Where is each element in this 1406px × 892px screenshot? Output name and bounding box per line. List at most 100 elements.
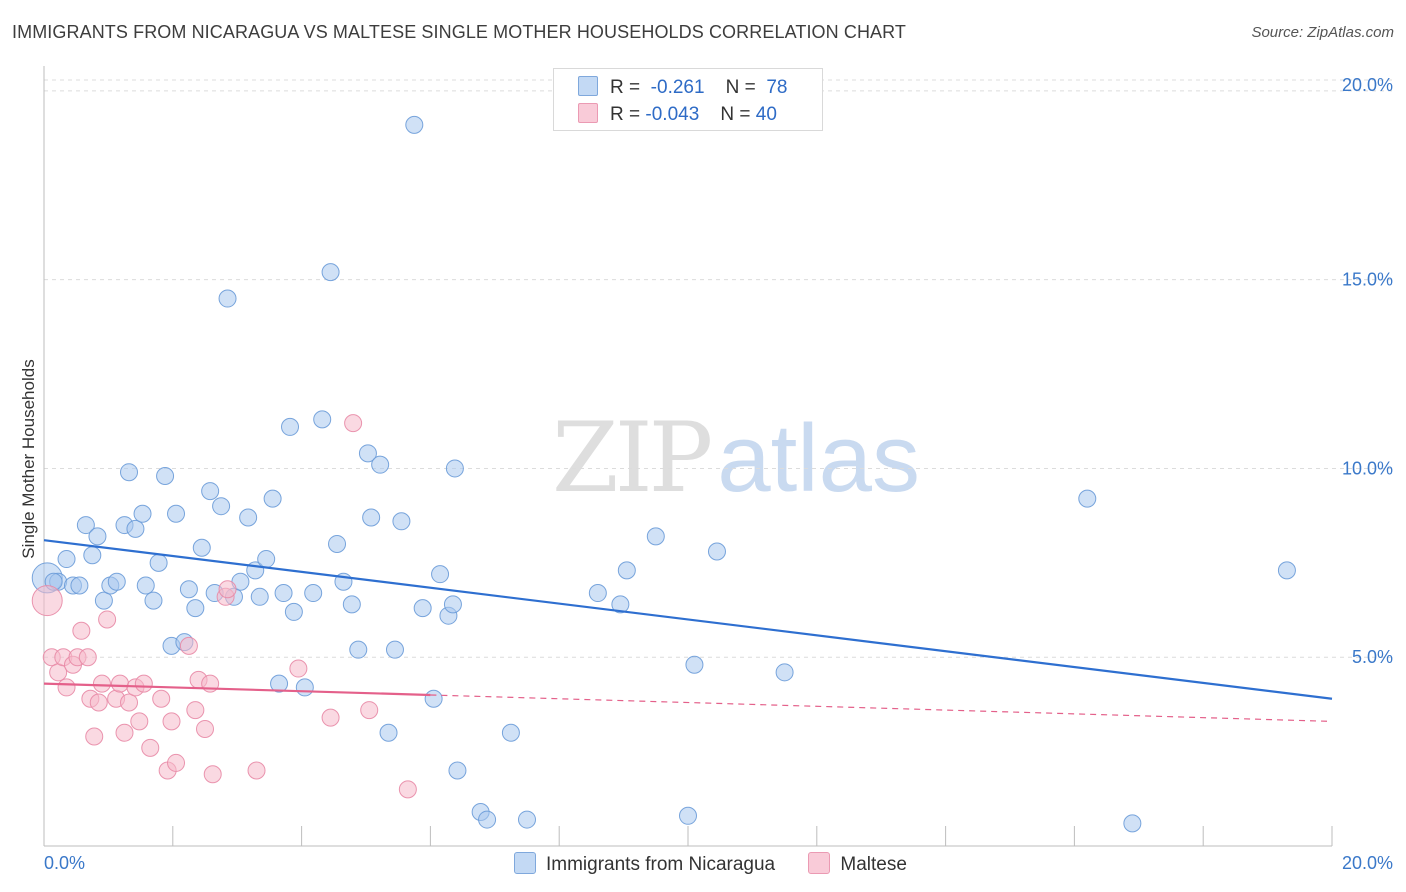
- x-tick-label-max: 20.0%: [1342, 853, 1393, 873]
- legend-r-label: R =: [610, 77, 641, 98]
- data-point-nicaragua: [501, 723, 520, 742]
- data-point-maltese: [134, 674, 153, 693]
- series-legend-maltese: Maltese: [808, 852, 907, 876]
- trend-line-maltese: [43, 682, 431, 697]
- trend-line-maltese-extrapolated: [430, 694, 1333, 723]
- data-point-nicaragua: [707, 542, 726, 561]
- data-point-nicaragua: [518, 810, 536, 829]
- data-point-nicaragua: [371, 455, 390, 474]
- legend-n-value: 40: [755, 104, 777, 125]
- data-point-nicaragua: [83, 546, 102, 565]
- data-point-maltese: [179, 636, 198, 655]
- data-point-nicaragua: [328, 534, 347, 553]
- data-point-nicaragua: [192, 538, 211, 557]
- data-point-maltese: [78, 648, 97, 667]
- data-point-nicaragua: [76, 516, 95, 535]
- data-point-maltese: [289, 659, 308, 678]
- data-point-maltese: [98, 610, 117, 629]
- data-point-nicaragua: [775, 663, 794, 682]
- data-point-maltese: [162, 712, 181, 731]
- stats-legend-row-maltese: R = -0.043 N = 40: [578, 103, 777, 127]
- watermark-zip: ZIP: [552, 402, 713, 514]
- y-axis-label: Single Mother Households: [19, 359, 38, 558]
- data-point-nicaragua: [1078, 489, 1097, 508]
- data-point-maltese: [203, 765, 222, 784]
- data-point-maltese: [85, 727, 104, 746]
- data-point-maltese: [141, 738, 160, 757]
- data-point-nicaragua: [448, 761, 467, 780]
- data-point-nicaragua: [136, 576, 155, 595]
- data-point-nicaragua: [358, 444, 377, 463]
- data-point-nicaragua: [274, 584, 293, 603]
- data-point-nicaragua: [126, 519, 145, 538]
- data-point-maltese: [398, 780, 417, 799]
- series-legend-nicaragua: Immigrants from Nicaragua: [514, 852, 775, 876]
- trend-line-nicaragua: [43, 539, 1333, 700]
- legend-r-value: -0.261: [650, 77, 705, 98]
- series-legend: Immigrants from Nicaragua Maltese: [514, 852, 935, 876]
- data-point-nicaragua: [186, 599, 205, 618]
- data-point-nicaragua: [263, 489, 282, 508]
- data-point-nicaragua: [478, 810, 497, 829]
- data-point-maltese: [110, 674, 129, 693]
- data-point-nicaragua: [212, 497, 231, 516]
- y-tick-label: 5.0%: [1352, 647, 1393, 667]
- data-point-nicaragua: [405, 115, 424, 134]
- data-point-nicaragua: [679, 806, 697, 825]
- data-point-maltese: [89, 693, 108, 712]
- data-point-nicaragua: [385, 640, 404, 659]
- data-point-nicaragua: [156, 466, 175, 485]
- data-point-maltese: [186, 701, 205, 720]
- data-point-nicaragua: [270, 674, 289, 693]
- data-point-nicaragua: [149, 553, 168, 572]
- legend-r-label: R =: [610, 104, 641, 125]
- data-point-nicaragua: [239, 508, 258, 527]
- data-point-maltese: [196, 719, 214, 738]
- data-point-maltese: [31, 585, 63, 617]
- y-tick-label: 15.0%: [1342, 270, 1393, 290]
- data-point-maltese: [72, 621, 91, 640]
- legend-r-value: -0.043: [645, 104, 700, 125]
- series-swatch-nicaragua: [514, 852, 536, 874]
- data-point-nicaragua: [413, 599, 432, 618]
- data-point-nicaragua: [588, 584, 607, 603]
- data-point-nicaragua: [201, 482, 220, 501]
- data-point-nicaragua: [179, 580, 198, 599]
- data-point-maltese: [167, 753, 186, 772]
- data-point-maltese: [49, 663, 68, 682]
- data-point-nicaragua: [304, 584, 323, 603]
- data-point-maltese: [130, 712, 149, 731]
- y-tick-label: 10.0%: [1342, 458, 1393, 478]
- data-point-nicaragua: [349, 640, 368, 659]
- data-point-maltese: [92, 674, 111, 693]
- data-point-nicaragua: [250, 587, 269, 606]
- y-tick-label: 20.0%: [1342, 75, 1393, 95]
- series-name-maltese: Maltese: [840, 854, 907, 875]
- stats-legend: R = -0.261 N = 78 R = -0.043 N = 40: [553, 68, 823, 131]
- x-tick-label-min: 0.0%: [44, 853, 85, 873]
- legend-swatch-maltese: [578, 103, 598, 123]
- data-point-nicaragua: [392, 512, 411, 531]
- data-point-nicaragua: [88, 527, 107, 546]
- data-point-nicaragua: [313, 410, 332, 429]
- data-point-maltese: [247, 761, 266, 780]
- data-point-nicaragua: [144, 591, 163, 610]
- watermark: ZIPatlas: [552, 402, 920, 514]
- data-point-nicaragua: [443, 595, 462, 614]
- data-point-nicaragua: [107, 572, 126, 591]
- legend-n-label: N =: [720, 104, 751, 125]
- data-point-maltese: [360, 701, 379, 720]
- data-point-nicaragua: [257, 550, 276, 569]
- data-point-nicaragua: [1123, 814, 1142, 833]
- data-point-nicaragua: [362, 508, 381, 527]
- data-point-nicaragua: [94, 591, 113, 610]
- data-point-maltese: [57, 678, 76, 697]
- data-point-nicaragua: [646, 527, 665, 546]
- data-point-nicaragua: [321, 263, 340, 282]
- data-point-nicaragua: [617, 561, 636, 580]
- data-point-nicaragua: [295, 678, 314, 697]
- data-point-nicaragua: [611, 595, 630, 614]
- data-point-maltese: [321, 708, 340, 727]
- data-point-nicaragua: [120, 463, 139, 482]
- watermark-atlas: atlas: [717, 405, 920, 512]
